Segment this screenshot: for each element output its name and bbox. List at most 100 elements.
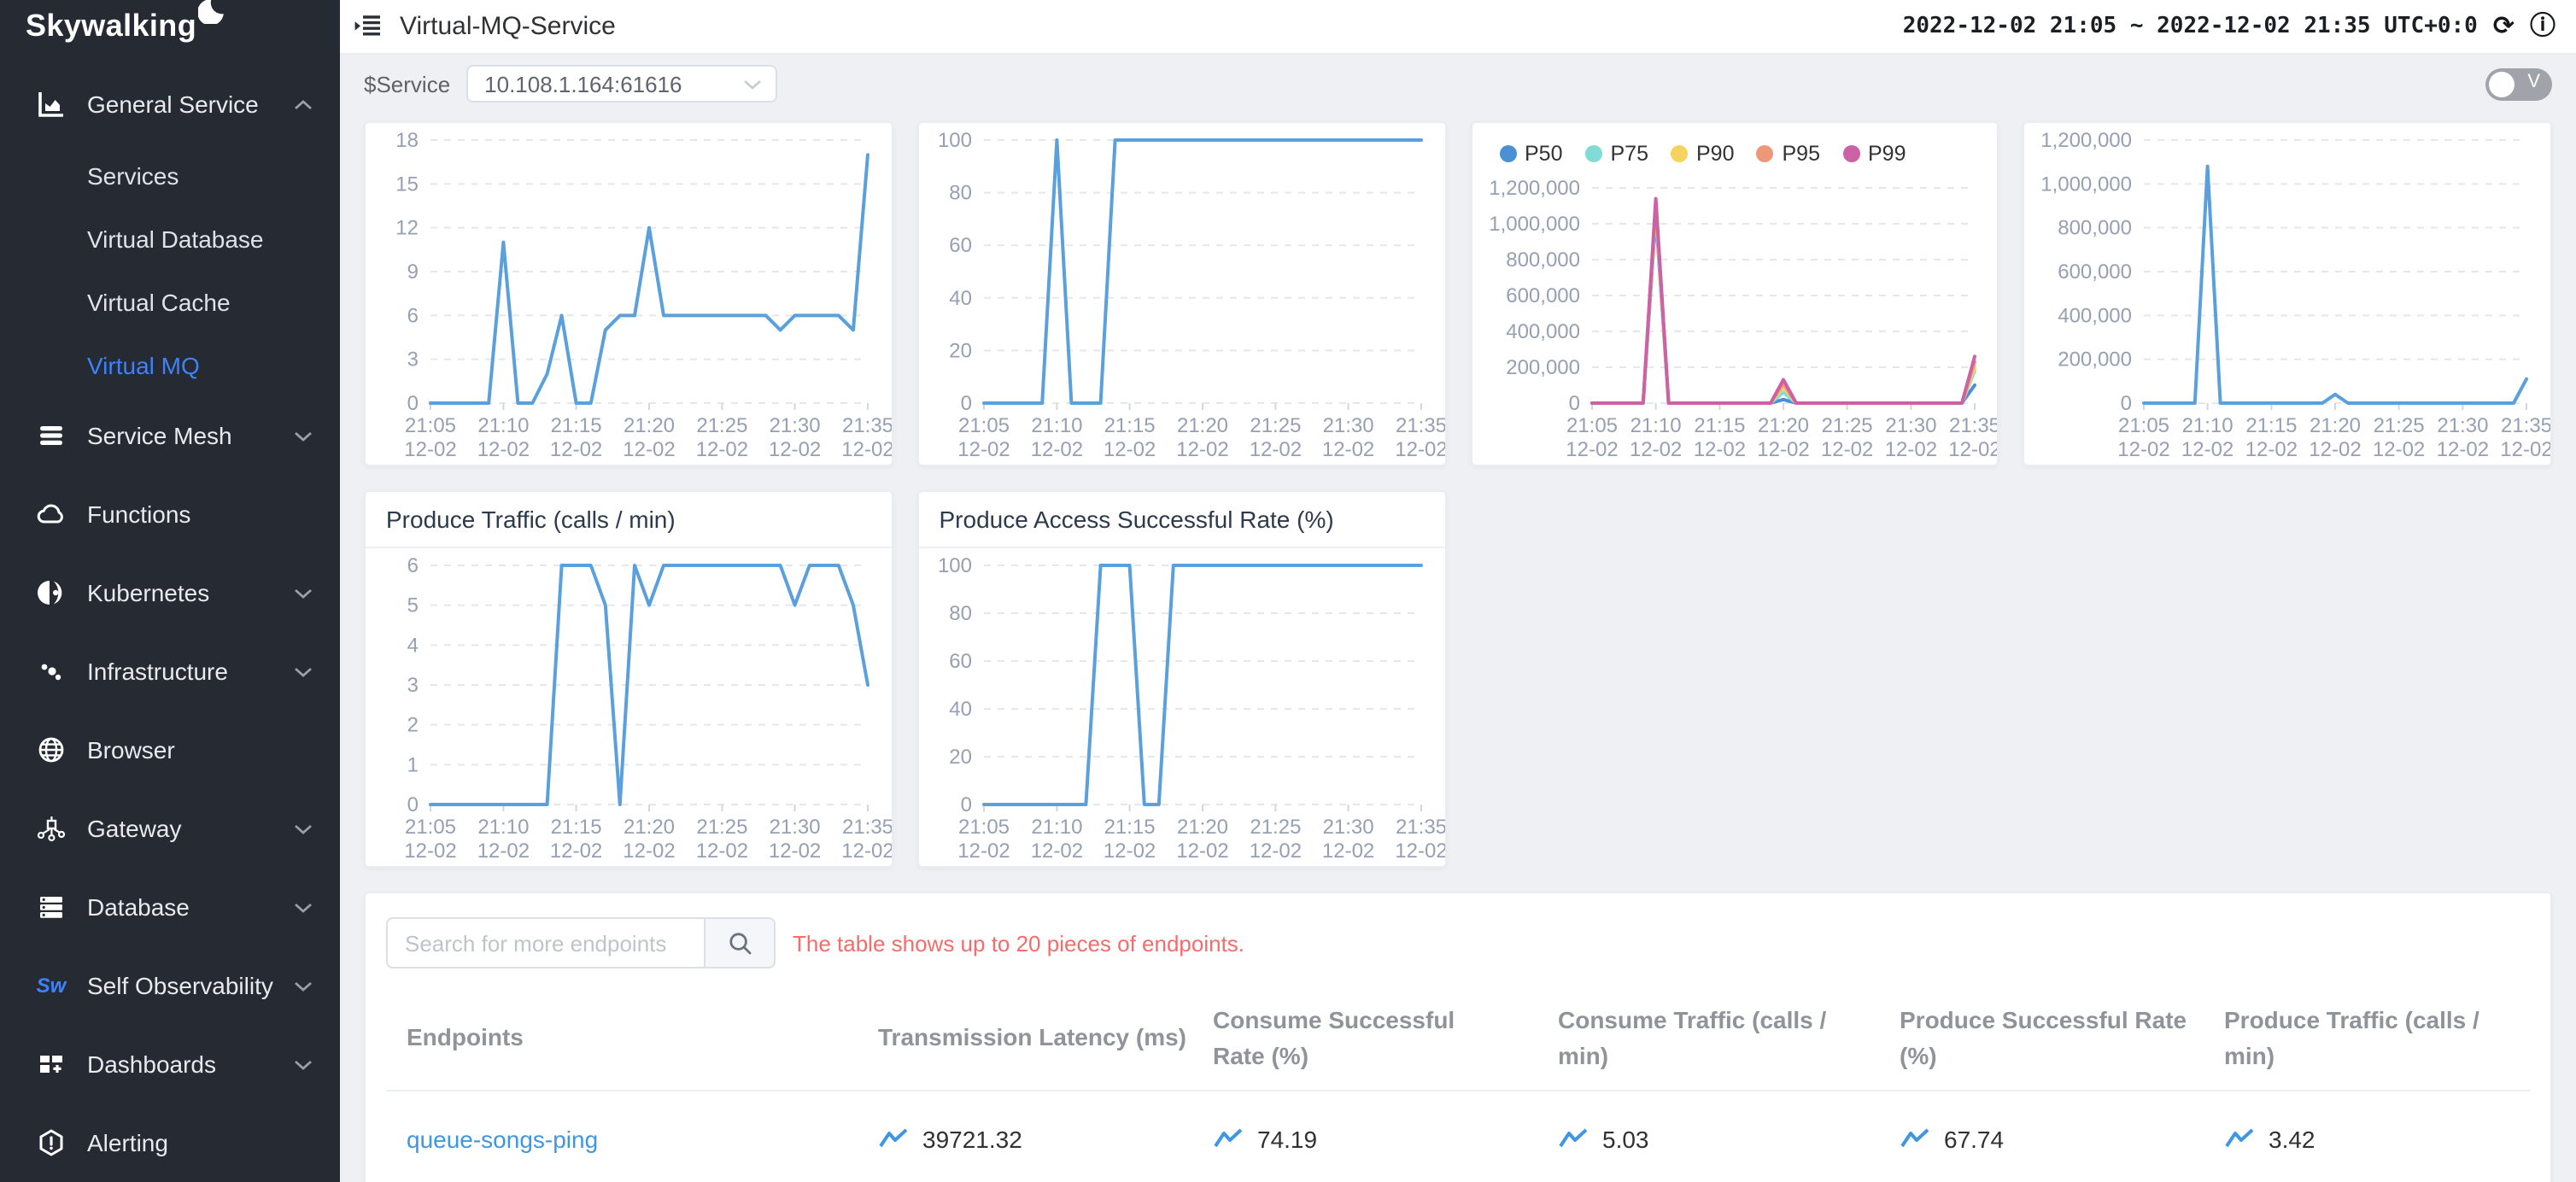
view-toggle[interactable]: V [2485,67,2552,100]
chart-card-4: 0 200,000 400,000 600,000 800,000 1,000,000 1,… [2023,121,2552,466]
svg-text:21:10: 21:10 [1630,414,1681,437]
produce-traffic-card: Produce Traffic (calls / min) 0 1 2 3 4 5 6 21:… [364,490,893,868]
legend-item-p90[interactable]: P90 [1671,142,1735,166]
endpoint-search-button[interactable] [704,917,776,968]
legend-label: P50 [1525,142,1563,166]
legend-label: P90 [1696,142,1735,166]
svg-text:12-02: 12-02 [1756,438,1808,461]
refresh-icon[interactable]: ⟳ [2492,10,2515,41]
time-range-picker[interactable]: 2022-12-02 21:05 ~ 2022-12-02 21:35 UTC+… [1902,14,2478,39]
svg-text:12: 12 [395,217,419,240]
sparkline-icon [2224,1127,2255,1150]
chart-icon [36,89,67,120]
svg-text:21:10: 21:10 [2182,414,2234,437]
sidebar-item-database[interactable]: Database [0,868,340,946]
main-area: Virtual-MQ-Service 2022-12-02 21:05 ~ 20… [340,0,2576,1182]
svg-text:12-02: 12-02 [404,840,456,863]
topbar-right: 2022-12-02 21:05 ~ 2022-12-02 21:35 UTC+… [1902,10,2556,41]
legend-label: P95 [1782,142,1821,166]
svg-text:12-02: 12-02 [2310,438,2362,461]
svg-text:800,000: 800,000 [1505,249,1579,272]
svg-text:21:05: 21:05 [405,816,456,839]
svg-text:21:25: 21:25 [2374,414,2425,437]
produce-successful-rate-value: 67.74 [1944,1125,2005,1152]
sidebar-item-self-observability[interactable]: Sw Self Observability [0,946,340,1025]
svg-text:21:20: 21:20 [1176,816,1227,839]
sparkline-icon [878,1127,909,1150]
sidebar-item-functions[interactable]: Functions [0,475,340,553]
svg-text:200,000: 200,000 [2058,348,2133,372]
endpoints-table-card: The table shows up to 20 pieces of endpo… [364,892,2552,1182]
svg-text:12-02: 12-02 [1395,438,1445,461]
svg-text:40: 40 [949,287,972,310]
svg-text:12-02: 12-02 [2437,438,2489,461]
svg-text:21:35: 21:35 [1948,414,1998,437]
grid-spacer [2023,490,2553,868]
svg-text:12-02: 12-02 [1629,438,1681,461]
toggle-knob [2489,71,2515,97]
database-icon [36,892,67,922]
sidebar-item-services[interactable]: Services [87,161,179,189]
svg-text:12-02: 12-02 [477,840,530,863]
alert-icon [36,1127,67,1158]
svg-text:400,000: 400,000 [1505,320,1579,343]
table-row-cell: 39721.32 [878,1091,1213,1182]
svg-text:12-02: 12-02 [550,840,602,863]
kubernetes-icon [36,577,67,608]
sidebar-nav: General Service Services Virtual Databas… [0,51,340,1182]
svg-text:18: 18 [395,129,419,152]
sidebar-item-gateway[interactable]: Gateway [0,789,340,868]
endpoint-link[interactable]: queue-songs-ping [407,1125,599,1152]
svg-text:12-02: 12-02 [2181,438,2234,461]
svg-text:12-02: 12-02 [841,840,892,863]
svg-text:21:05: 21:05 [1566,414,1617,437]
svg-text:12-02: 12-02 [1395,840,1445,863]
sidebar-item-kubernetes[interactable]: Kubernetes [0,553,340,632]
endpoint-search-input[interactable] [386,917,704,968]
legend-item-p95[interactable]: P95 [1756,142,1821,166]
svg-text:12-02: 12-02 [2245,438,2298,461]
sidebar-item-service-mesh[interactable]: Service Mesh [0,396,340,475]
svg-text:21:05: 21:05 [405,414,456,437]
svg-text:21:15: 21:15 [2246,414,2298,437]
svg-text:0: 0 [407,793,419,816]
legend-item-p75[interactable]: P75 [1584,142,1648,166]
svg-text:21:25: 21:25 [696,816,747,839]
svg-text:12-02: 12-02 [957,438,1010,461]
grid-spacer [1470,490,1999,868]
sidebar-item-virtual-cache[interactable]: Virtual Cache [87,288,231,315]
svg-text:12-02: 12-02 [769,840,821,863]
svg-text:21:15: 21:15 [1104,414,1155,437]
svg-text:21:10: 21:10 [477,414,529,437]
sidebar-item-browser[interactable]: Browser [0,711,340,789]
sidebar-collapse-icon[interactable] [354,12,383,41]
column-header-produce-traffic: Produce Traffic (calls / min) [2224,986,2530,1091]
svg-text:1,000,000: 1,000,000 [2041,173,2133,196]
svg-text:800,000: 800,000 [2058,217,2133,240]
page-title: Virtual-MQ-Service [400,12,616,41]
chevron-down-icon [742,78,761,90]
legend-item-p99[interactable]: P99 [1842,142,1906,166]
service-select[interactable]: 10.108.1.164:61616 [465,65,777,102]
info-icon[interactable]: ⓘ [2529,10,2556,41]
sidebar-item-infrastructure[interactable]: Infrastructure [0,632,340,711]
svg-text:21:25: 21:25 [696,414,747,437]
skywalking-logo: Skywalking [0,0,340,51]
svg-text:21:10: 21:10 [1031,816,1082,839]
legend-dot [1671,145,1688,162]
svg-text:12-02: 12-02 [404,438,456,461]
svg-text:21:20: 21:20 [624,414,675,437]
sidebar-item-virtual-database[interactable]: Virtual Database [87,225,264,252]
svg-text:21:30: 21:30 [1322,816,1373,839]
line-chart-1: 0 3 6 9 12 15 18 21:05 12-02 21:10 12-02 21:15 12-02… [366,123,891,465]
sidebar-item-virtual-mq[interactable]: Virtual MQ [87,351,200,378]
svg-text:21:15: 21:15 [551,414,602,437]
sidebar-item-alerting[interactable]: Alerting [0,1103,340,1182]
legend-item-p50[interactable]: P50 [1499,142,1563,166]
service-toolbar: $Service 10.108.1.164:61616 V [340,55,2576,113]
table-row-endpoint-cell: queue-songs-ping [386,1091,878,1182]
svg-text:100: 100 [937,554,971,577]
endpoints-table: Endpoints Transmission Latency (ms) Cons… [386,986,2530,1182]
sidebar-item-general-service[interactable]: General Service [0,65,340,143]
sidebar-item-dashboards[interactable]: Dashboards [0,1025,340,1103]
